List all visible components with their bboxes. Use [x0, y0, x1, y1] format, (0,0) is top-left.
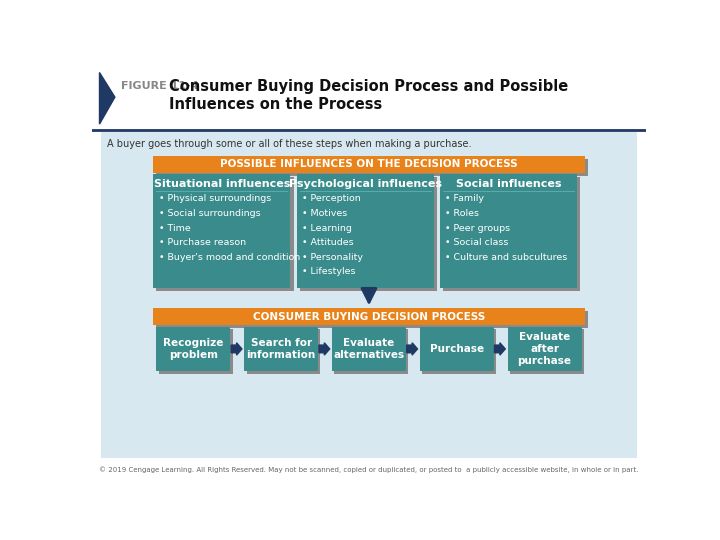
- FancyArrow shape: [231, 343, 242, 355]
- FancyBboxPatch shape: [297, 174, 433, 288]
- Text: Search for
information: Search for information: [246, 338, 316, 360]
- FancyArrow shape: [407, 343, 418, 355]
- Text: Evaluate
alternatives: Evaluate alternatives: [333, 338, 405, 360]
- Text: Social influences: Social influences: [456, 179, 561, 189]
- FancyBboxPatch shape: [508, 327, 582, 372]
- Text: • Physical surroundings: • Physical surroundings: [159, 194, 271, 203]
- FancyBboxPatch shape: [153, 308, 585, 325]
- FancyBboxPatch shape: [334, 329, 408, 374]
- FancyBboxPatch shape: [300, 177, 437, 291]
- FancyBboxPatch shape: [332, 327, 406, 372]
- Text: • Learning: • Learning: [302, 224, 352, 233]
- Text: • Family: • Family: [445, 194, 485, 203]
- FancyBboxPatch shape: [156, 327, 230, 372]
- Text: • Culture and subcultures: • Culture and subcultures: [445, 253, 567, 262]
- FancyBboxPatch shape: [101, 132, 637, 457]
- Text: • Purchase reason: • Purchase reason: [159, 238, 246, 247]
- FancyBboxPatch shape: [153, 174, 290, 288]
- FancyBboxPatch shape: [443, 177, 580, 291]
- FancyBboxPatch shape: [440, 174, 577, 288]
- Polygon shape: [99, 72, 115, 124]
- Text: A buyer goes through some or all of these steps when making a purchase.: A buyer goes through some or all of thes…: [107, 139, 472, 149]
- Text: • Buyer's mood and condition: • Buyer's mood and condition: [159, 253, 300, 262]
- FancyArrow shape: [495, 343, 505, 355]
- Text: CONSUMER BUYING DECISION PROCESS: CONSUMER BUYING DECISION PROCESS: [253, 312, 485, 322]
- FancyBboxPatch shape: [156, 177, 294, 291]
- Text: Influences on the Process: Influences on the Process: [168, 97, 382, 112]
- Text: Evaluate
after
purchase: Evaluate after purchase: [518, 332, 572, 366]
- FancyBboxPatch shape: [244, 327, 318, 372]
- FancyBboxPatch shape: [159, 329, 233, 374]
- FancyBboxPatch shape: [420, 327, 494, 372]
- Text: • Motives: • Motives: [302, 209, 347, 218]
- FancyBboxPatch shape: [156, 159, 588, 176]
- FancyBboxPatch shape: [156, 311, 588, 328]
- Text: • Personality: • Personality: [302, 253, 363, 262]
- FancyArrow shape: [319, 343, 330, 355]
- FancyBboxPatch shape: [92, 65, 647, 130]
- Text: © 2019 Cengage Learning. All Rights Reserved. May not be scanned, copied or dupl: © 2019 Cengage Learning. All Rights Rese…: [99, 467, 639, 473]
- FancyBboxPatch shape: [246, 329, 320, 374]
- Text: Consumer Buying Decision Process and Possible: Consumer Buying Decision Process and Pos…: [168, 79, 568, 94]
- Text: • Perception: • Perception: [302, 194, 361, 203]
- Text: • Peer groups: • Peer groups: [445, 224, 510, 233]
- Text: Recognize
problem: Recognize problem: [163, 338, 224, 360]
- Text: • Time: • Time: [159, 224, 191, 233]
- Text: Psychological influences: Psychological influences: [289, 179, 441, 189]
- FancyBboxPatch shape: [153, 156, 585, 173]
- Text: • Lifestyles: • Lifestyles: [302, 267, 356, 276]
- Text: Purchase: Purchase: [430, 344, 484, 354]
- FancyBboxPatch shape: [510, 329, 584, 374]
- Text: FIGURE 11-4: FIGURE 11-4: [121, 82, 199, 91]
- FancyBboxPatch shape: [422, 329, 496, 374]
- Text: POSSIBLE INFLUENCES ON THE DECISION PROCESS: POSSIBLE INFLUENCES ON THE DECISION PROC…: [220, 159, 518, 169]
- Text: • Social class: • Social class: [445, 238, 508, 247]
- Text: • Attitudes: • Attitudes: [302, 238, 354, 247]
- Text: Situational influences: Situational influences: [154, 179, 290, 189]
- Text: • Social surroundings: • Social surroundings: [159, 209, 261, 218]
- Text: • Roles: • Roles: [445, 209, 480, 218]
